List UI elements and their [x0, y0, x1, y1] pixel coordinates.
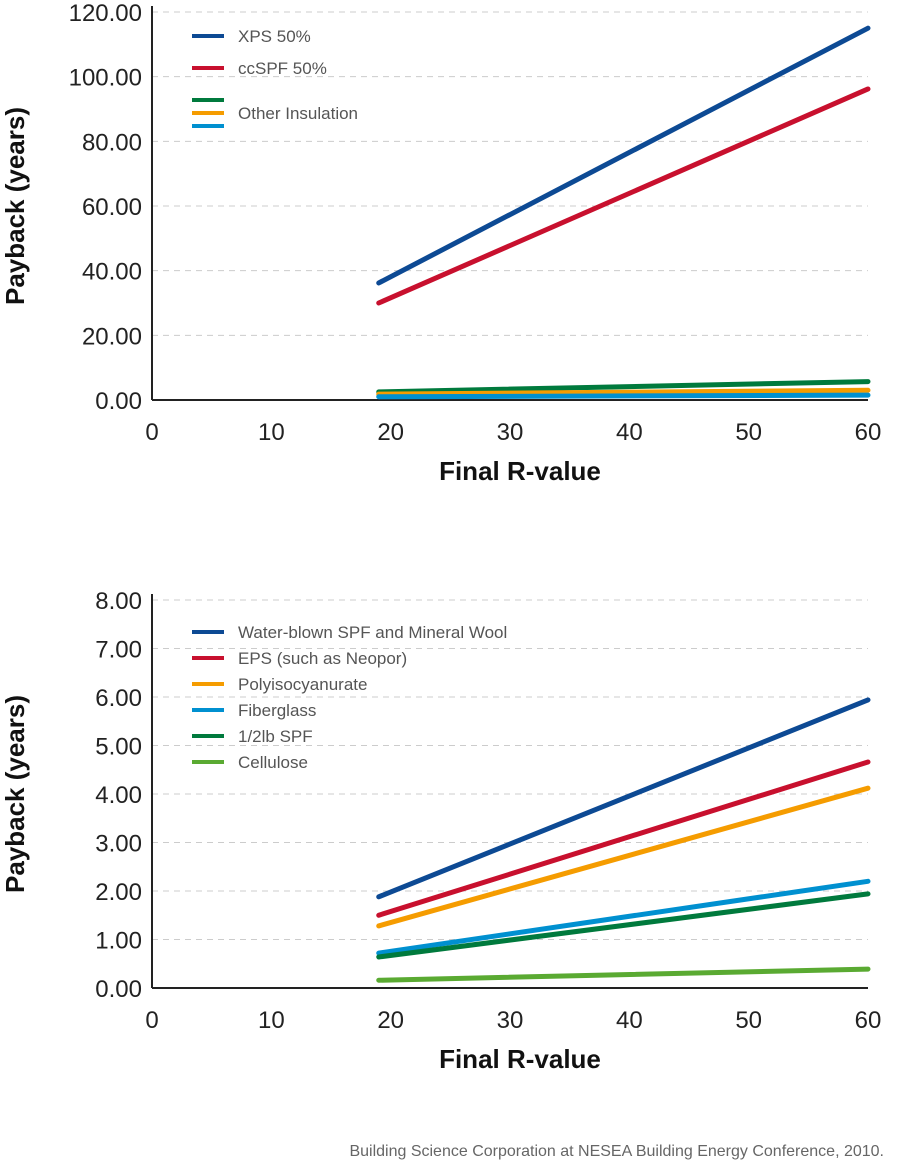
series-line-1	[376, 759, 871, 918]
y-tick-label: 6.00	[95, 685, 142, 712]
y-tick-label: 2.00	[95, 879, 142, 906]
x-tick-label: 50	[735, 1007, 762, 1034]
series-line-4	[376, 392, 871, 400]
series-line-5	[376, 966, 871, 983]
y-tick-label: 100.00	[69, 65, 142, 92]
x-tick-label: 60	[855, 1007, 882, 1034]
y-tick-label: 1.00	[95, 928, 142, 955]
y-axis-label: Payback (years)	[0, 107, 30, 305]
y-tick-label: 3.00	[95, 831, 142, 858]
x-tick-label: 10	[258, 419, 285, 446]
y-tick-label: 60.00	[82, 194, 142, 221]
y-tick-label: 0.00	[95, 388, 142, 415]
series-line-2	[376, 785, 871, 929]
y-tick-label: 20.00	[82, 323, 142, 350]
y-axis-label: Payback (years)	[0, 695, 30, 893]
legend-label: Other Insulation	[238, 104, 358, 123]
x-tick-label: 30	[497, 419, 524, 446]
y-tick-label: 40.00	[82, 259, 142, 286]
x-tick-label: 60	[855, 419, 882, 446]
y-tick-label: 7.00	[95, 637, 142, 664]
x-tick-label: 30	[497, 1007, 524, 1034]
series-line-0	[376, 697, 871, 900]
x-axis-label: Final R-value	[439, 456, 601, 486]
y-tick-label: 5.00	[95, 734, 142, 761]
x-tick-label: 50	[735, 419, 762, 446]
chart-bottom: 0.00 1.00 2.00 3.00 4.00 5.00 6.00 7.00 8.00 0 10 2…	[0, 588, 882, 1074]
legend-label: 1/2lb SPF	[238, 727, 313, 746]
x-axis-label: Final R-value	[439, 1044, 601, 1074]
x-tick-label: 20	[377, 419, 404, 446]
y-tick-label: 120.00	[69, 0, 142, 27]
chart-top: 0.00 20.00 40.00 60.00 80.00 100.00 120.00 0 10 2…	[0, 0, 882, 486]
legend-label: EPS (such as Neopor)	[238, 649, 407, 668]
legend-label: Water-blown SPF and Mineral Wool	[238, 623, 507, 642]
series-line-1	[376, 86, 871, 306]
y-tick-label: 80.00	[82, 129, 142, 156]
legend-label: ccSPF 50%	[238, 59, 327, 78]
y-tick-label: 4.00	[95, 782, 142, 809]
series-line-4	[376, 891, 871, 960]
legend-label: Polyisocyanurate	[238, 675, 367, 694]
legend-label: Fiberglass	[238, 701, 316, 720]
x-tick-label: 0	[145, 419, 158, 446]
x-tick-label: 40	[616, 419, 643, 446]
y-tick-label: 8.00	[95, 588, 142, 615]
legend-label: XPS 50%	[238, 27, 311, 46]
series-line-3	[376, 387, 871, 397]
x-tick-label: 40	[616, 1007, 643, 1034]
x-tick-label: 0	[145, 1007, 158, 1034]
source-note: Building Science Corporation at NESEA Bu…	[349, 1143, 884, 1160]
x-tick-label: 10	[258, 1007, 285, 1034]
y-tick-label: 0.00	[95, 976, 142, 1003]
series-line-2	[376, 379, 871, 395]
series-line-0	[376, 25, 871, 286]
legend-label: Cellulose	[238, 753, 308, 772]
series-line-3	[376, 878, 871, 956]
x-tick-label: 20	[377, 1007, 404, 1034]
